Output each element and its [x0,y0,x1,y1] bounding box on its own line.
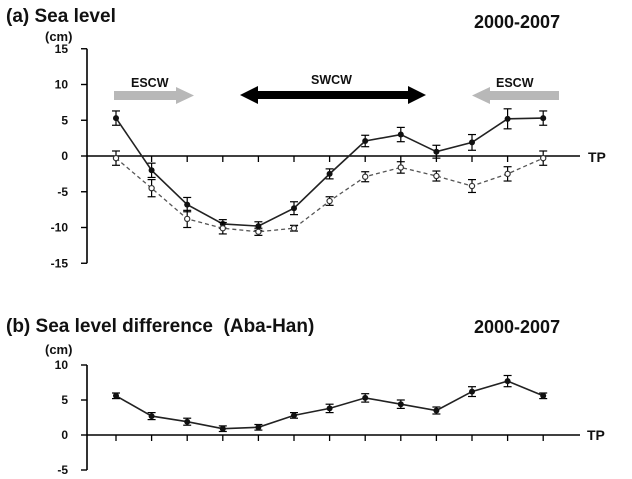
data-point [291,412,297,419]
x-tick-label: J [113,0,120,3]
panel-a-period: 2000-2007 [474,12,560,32]
swcw-arrow-shaft [258,91,408,99]
data-point [148,413,155,420]
escw-arrow-head [176,87,194,104]
panel-a-plot: 15 10 5 0 -5 -10 -15 [51,42,580,270]
x-tick-label: J [326,0,333,3]
data-point [433,172,440,180]
swcw-arrow-head-left [240,86,258,104]
escw-arrow-shaft [114,91,176,100]
y-tick-label: 10 [55,358,69,372]
data-point [362,394,369,401]
data-point [504,115,511,122]
panel-a: (a) Sea level 2000-2007 (cm) TP ESCW SWC… [6,6,606,270]
annotation-escw-left: ESCW [131,76,169,90]
data-point [219,225,226,232]
y-tick-label: -5 [57,463,68,477]
y-tick-label: -10 [51,221,69,235]
data-point [148,184,155,192]
data-point [362,137,369,144]
x-tick-label: A [361,0,370,3]
annotation-escw-right: ESCW [496,76,534,90]
data-point [469,139,475,146]
panel-b: (b) Sea level difference (Aba-Han) 2000-… [6,0,605,477]
data-point [255,223,262,230]
y-tick-label: 15 [55,42,69,56]
data-point [397,164,404,171]
data-point [540,392,547,399]
data-point [326,197,333,205]
x-tick-label: A [218,0,227,3]
x-tick-label: O [432,0,441,3]
data-point [540,154,547,162]
panel-a-unit: (cm) [45,29,72,44]
data-point [291,205,297,212]
data-point [255,424,262,431]
data-point [433,407,440,414]
data-point [290,225,298,232]
x-tick-label: J [540,0,547,3]
x-tick-label: N [468,0,477,3]
x-tick-label: M [253,0,263,3]
data-point [433,148,440,155]
data-point [504,378,511,385]
data-point [540,115,547,122]
data-point [326,405,333,412]
data-point [362,173,369,180]
panel-b-period: 2000-2007 [474,317,560,337]
panel-b-unit: (cm) [45,342,72,357]
data-point [183,215,191,223]
panel-b-title: (b) Sea level difference (Aba-Han) [6,316,314,337]
data-point [255,228,262,235]
y-tick-label: 10 [55,78,69,92]
data-point [113,392,119,399]
data-point [326,170,333,177]
data-point [397,401,404,408]
x-tick-label: J [291,0,298,3]
data-point [112,154,120,162]
data-point [113,115,119,122]
panel-b-zero-label: TP [587,427,605,443]
y-tick-label: 0 [61,149,68,163]
escw-arrow-shaft [490,91,559,100]
panel-a-title: (a) Sea level [6,6,116,27]
x-tick-label: M [182,0,192,3]
data-point [468,182,476,190]
data-point [469,388,475,395]
data-point [397,131,404,138]
swcw-arrow-head-right [408,86,426,104]
escw-arrow-head [472,87,490,104]
panel-a-zero-label: TP [588,149,606,165]
data-point [184,418,191,425]
data-point [148,167,155,174]
panel-b-plot: 10 5 0 -5 J F M A M J J A S O N D J [55,0,580,477]
y-tick-label: 0 [61,428,68,442]
y-tick-label: -5 [57,185,68,199]
data-point [504,170,511,178]
x-tick-label: S [397,0,405,3]
x-tick-label: F [148,0,155,3]
x-tick-label: D [503,0,512,3]
y-tick-label: 5 [61,113,68,127]
y-tick-label: -15 [51,256,69,270]
data-point [219,425,226,432]
data-point [184,201,191,208]
y-tick-label: 5 [61,393,68,407]
annotation-swcw: SWCW [311,73,352,87]
